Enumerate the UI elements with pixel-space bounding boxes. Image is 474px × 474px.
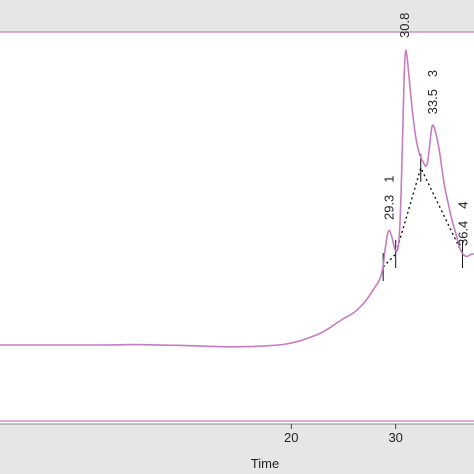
x-tick-label-0: 20 bbox=[284, 430, 298, 445]
top-band bbox=[0, 0, 474, 32]
x-axis-title: Time bbox=[251, 456, 279, 471]
peak-number-2: 2 bbox=[397, 0, 412, 1]
peak-number-4: 4 bbox=[456, 201, 471, 208]
x-tick-label-1: 30 bbox=[388, 430, 402, 445]
peak-number-1: 1 bbox=[381, 175, 396, 182]
peak-label-1: 29.31 bbox=[381, 175, 396, 220]
peak-label-4: 36.44 bbox=[456, 201, 471, 246]
integration-baseline bbox=[382, 165, 464, 268]
peak-time-2: 30.8 bbox=[397, 13, 412, 38]
peak-time-3: 33.5 bbox=[425, 89, 440, 114]
peak-time-4: 36.4 bbox=[456, 221, 471, 246]
peak-time-1: 29.3 bbox=[381, 195, 396, 220]
peak-label-2: 30.82 bbox=[397, 0, 412, 38]
peak-label-3: 33.53 bbox=[425, 70, 440, 115]
chromatogram-trace bbox=[0, 49, 474, 348]
peak-number-3: 3 bbox=[425, 70, 440, 77]
bottom-band bbox=[0, 424, 474, 474]
